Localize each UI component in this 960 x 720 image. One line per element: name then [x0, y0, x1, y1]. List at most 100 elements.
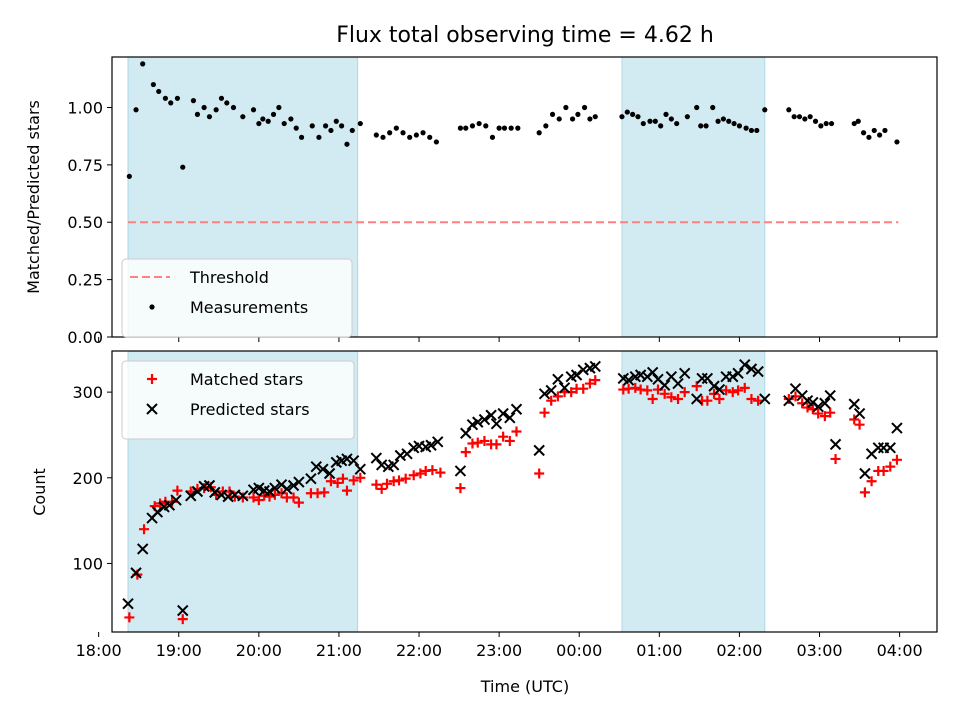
measurement-point: [652, 118, 658, 124]
predicted-star-marker: [209, 486, 221, 499]
measurement-point: [658, 123, 664, 129]
measurement-point: [427, 134, 433, 140]
legend-measurement-swatch: [149, 304, 155, 310]
measurement-point: [818, 123, 824, 129]
measurement-point: [150, 81, 156, 88]
measurement-point: [731, 120, 737, 127]
legend-label: Matched stars: [190, 370, 303, 389]
bottom-plot-area: 100 200 300 18:00 19:00 20:00 21:00 22:00 23:00 0…: [72, 350, 938, 660]
predicted-star-marker: [341, 453, 353, 465]
measurement-point: [635, 114, 641, 120]
measurement-point: [866, 134, 872, 140]
matched-star-marker: [371, 479, 382, 490]
measurement-point: [743, 125, 749, 131]
measurement-point: [420, 130, 426, 136]
measurement-point: [715, 118, 721, 124]
predicted-star-marker: [552, 373, 564, 385]
predicted-star-marker: [136, 543, 149, 555]
predicted-star-marker: [478, 413, 491, 426]
predicted-star-marker: [812, 400, 824, 413]
measurement-point: [309, 123, 315, 129]
predicted-star-marker: [203, 479, 216, 492]
matched-star-marker: [739, 382, 750, 393]
measurement-point: [357, 120, 363, 127]
matched-star-marker: [539, 407, 550, 418]
predicted-star-marker: [485, 409, 497, 421]
measurement-point: [501, 125, 508, 131]
predicted-star-marker: [708, 380, 720, 392]
predicted-star-marker: [222, 490, 234, 503]
predicted-star-marker: [622, 374, 635, 386]
predicted-star-marker: [891, 422, 903, 434]
measurement-point: [726, 118, 732, 124]
y-tick-label: 0.75: [67, 156, 103, 175]
measurement-point: [630, 111, 636, 117]
matched-star-marker: [534, 468, 545, 479]
matched-star-marker: [642, 385, 653, 396]
measurement-point: [710, 104, 716, 111]
predicted-star-marker: [589, 360, 601, 373]
measurement-point: [786, 107, 792, 113]
measurement-point: [270, 111, 277, 117]
legend-box: [121, 258, 353, 338]
y-tick-label: 300: [72, 383, 103, 402]
matched-star-marker: [825, 407, 836, 418]
y-tick-label: 0.00: [67, 328, 103, 347]
matched-star-marker: [727, 387, 738, 398]
measurement-point: [126, 173, 132, 179]
measurement-point: [624, 109, 630, 115]
matched-star-marker: [702, 395, 713, 406]
measurement-point: [218, 95, 225, 101]
matched-star-marker: [177, 614, 188, 625]
x-tick-label: 03:00: [796, 641, 842, 660]
measurement-point: [536, 130, 542, 136]
matched-star-marker: [455, 483, 466, 494]
measurement-point: [201, 104, 207, 111]
measurement-point: [344, 141, 350, 147]
x-tick-label: 19:00: [156, 641, 202, 660]
measurement-point: [194, 111, 201, 117]
x-tick-label: 01:00: [636, 641, 682, 660]
matched-star-marker: [647, 393, 658, 404]
predicted-star-marker: [538, 388, 551, 400]
measurement-point: [298, 134, 305, 140]
measurement-point: [373, 132, 379, 138]
matched-star-marker: [753, 395, 764, 406]
predicted-star-marker: [533, 444, 545, 457]
measurement-point: [265, 118, 271, 124]
measurement-point: [871, 127, 877, 134]
matched-star-marker: [659, 388, 670, 399]
matched-star-marker: [866, 476, 877, 487]
matched-star-marker: [248, 492, 259, 503]
x-tick-label: 04:00: [877, 641, 923, 660]
predicted-star-marker: [177, 604, 189, 617]
matched-star-marker: [472, 437, 483, 448]
matched-star-marker: [679, 387, 690, 398]
top-chart-title: Flux total observing time = 4.62 h: [336, 23, 714, 48]
predicted-star-marker: [122, 598, 134, 610]
predicted-star-marker: [497, 407, 509, 420]
matched-star-marker: [721, 385, 732, 396]
matched-star-marker: [332, 477, 343, 488]
predicted-star-marker: [570, 369, 583, 381]
x-tick-label: 22:00: [396, 641, 442, 660]
predicted-star-marker: [853, 407, 866, 420]
measurement-point: [339, 123, 345, 129]
measurement-point: [592, 114, 598, 120]
measurement-point: [256, 120, 262, 127]
matched-star-marker: [479, 435, 490, 446]
measurement-point: [587, 116, 593, 122]
measurement-point: [413, 132, 419, 138]
predicted-star-marker: [293, 476, 305, 488]
predicted-star-marker: [269, 482, 281, 494]
matched-star-marker: [427, 465, 438, 476]
predicted-star-marker: [672, 377, 684, 390]
predicted-star-marker: [824, 389, 836, 402]
matched-star-marker: [552, 391, 563, 402]
x-tick-label: 23:00: [476, 641, 522, 660]
predicted-star-marker: [739, 358, 751, 371]
matched-star-marker: [341, 485, 352, 496]
predicted-star-marker: [215, 489, 228, 501]
measurement-point: [647, 118, 653, 124]
predicted-star-marker: [658, 379, 671, 391]
